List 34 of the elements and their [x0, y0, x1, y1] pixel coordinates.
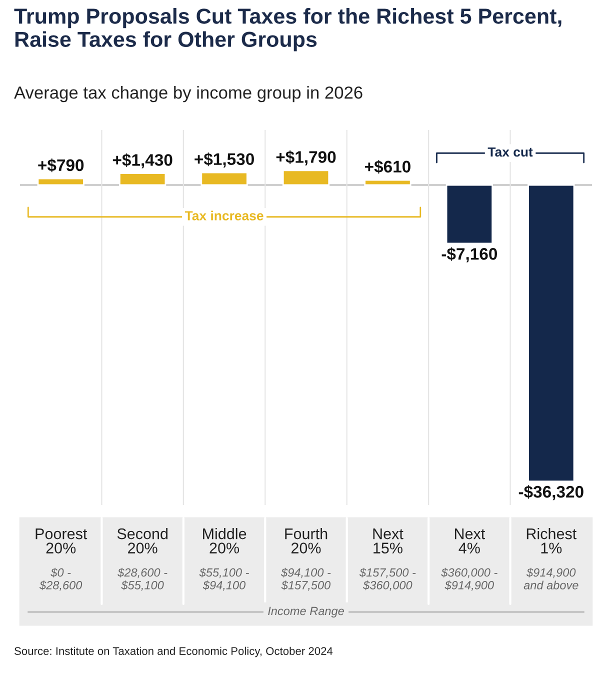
- text: $28,600 - $55,100: [118, 568, 168, 591]
- x-tick-label: Next 15%: [373, 528, 404, 554]
- bar: [528, 184, 575, 482]
- x-tick-label: Next 4%: [454, 528, 486, 554]
- bar: [364, 179, 412, 186]
- data-label: +$1,430: [112, 153, 172, 168]
- data-label: +$1,530: [194, 152, 254, 168]
- text: $55,100 - $94,100: [199, 568, 249, 591]
- bar: [37, 178, 84, 186]
- bar: [446, 184, 494, 244]
- text: $94,100 - $157,500: [280, 568, 331, 591]
- data-label: -$36,320: [518, 485, 584, 500]
- chart-subtitle: Average tax change by income group in 2026: [14, 86, 362, 102]
- chart-title: Trump Proposals Cut Taxes for the Richest 5 Percent, Raise Taxes for Other Groups: [14, 8, 562, 52]
- x-tick-label: Middle 20%: [203, 528, 246, 554]
- text: Tax cut: [488, 147, 533, 157]
- text: $157,500 - $360,000: [359, 568, 416, 591]
- annotation: Tax increase: [184, 210, 264, 220]
- text: Income Range: [268, 606, 344, 618]
- data-label: -$7,160: [442, 247, 498, 262]
- x-tick-label: Fourth 20%: [285, 528, 328, 554]
- x-tick-label: Poorest 20%: [36, 528, 88, 554]
- text: $0 - $28,600: [39, 568, 82, 591]
- data-label: +$1,790: [276, 150, 336, 166]
- x-tick-label: Richest 1%: [526, 528, 577, 554]
- data-label: +$610: [365, 160, 410, 174]
- bar: [282, 170, 330, 186]
- bar: [200, 172, 248, 186]
- data-label: +$790: [38, 158, 84, 172]
- source-note: Source: Institute on Taxation and Economic Policy, October 2024: [14, 646, 333, 658]
- text: $360,000 - $914,900: [441, 568, 498, 591]
- bar: [118, 172, 166, 186]
- x-tick-label: Second 20%: [117, 528, 168, 554]
- text: $914,900 and above: [524, 568, 578, 590]
